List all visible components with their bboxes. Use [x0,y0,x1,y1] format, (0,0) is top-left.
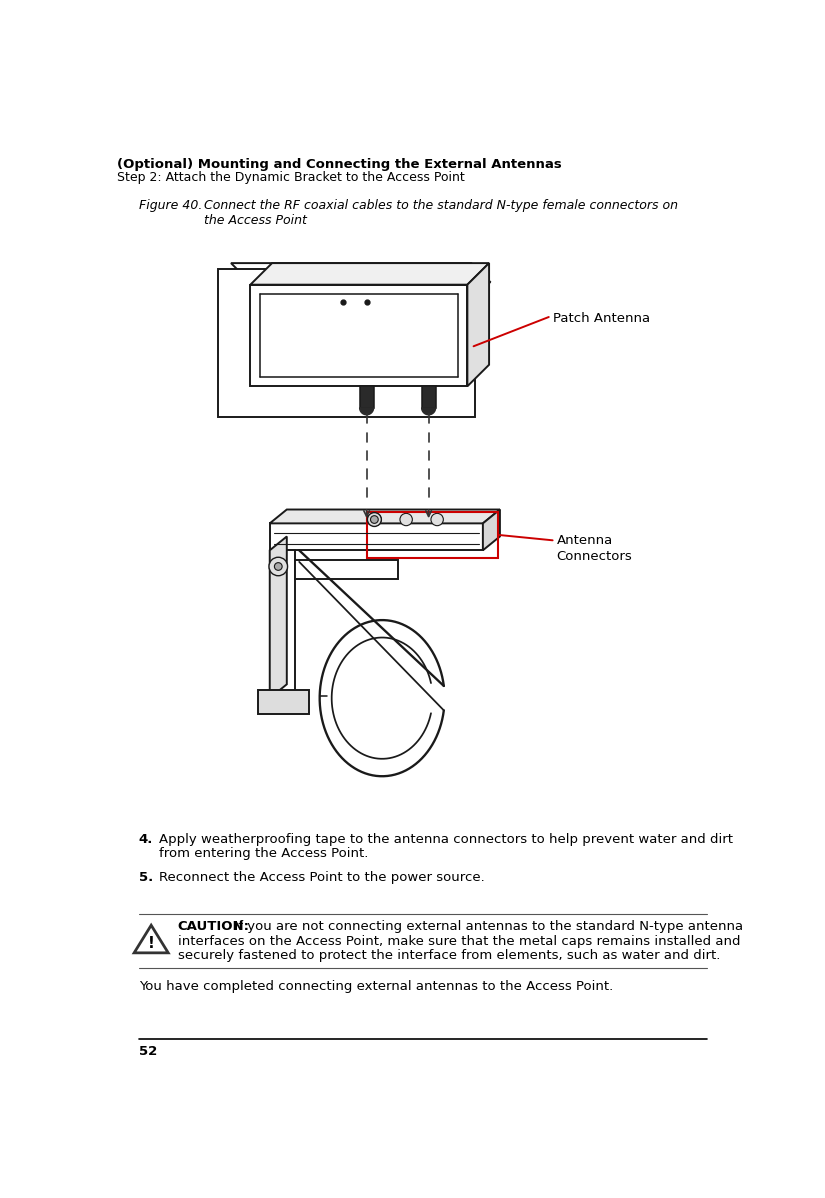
Polygon shape [422,386,436,407]
Polygon shape [483,509,500,550]
Polygon shape [270,550,295,698]
Text: Step 2: Attach the Dynamic Bracket to the Access Point: Step 2: Attach the Dynamic Bracket to th… [117,171,464,184]
Text: Antenna: Antenna [557,534,613,547]
Polygon shape [270,524,483,550]
Text: interfaces on the Access Point, make sure that the metal caps remains installed : interfaces on the Access Point, make sur… [177,934,740,948]
Circle shape [369,514,381,526]
Text: the Access Point: the Access Point [204,213,307,226]
Text: from entering the Access Point.: from entering the Access Point. [159,847,368,860]
Text: 5.: 5. [139,871,153,884]
Polygon shape [231,264,491,283]
Circle shape [431,514,443,526]
Text: Figure 40.: Figure 40. [139,199,202,212]
Text: You have completed connecting external antennas to the Access Point.: You have completed connecting external a… [139,980,613,993]
Circle shape [400,514,412,526]
Text: (Optional) Mounting and Connecting the External Antennas: (Optional) Mounting and Connecting the E… [117,158,562,170]
Text: 52: 52 [139,1045,157,1058]
Polygon shape [218,270,475,417]
Text: Connectors: Connectors [557,550,632,563]
Text: If you are not connecting external antennas to the standard N-type antenna: If you are not connecting external anten… [226,920,743,933]
Circle shape [367,513,381,526]
Polygon shape [270,509,500,524]
Text: CAUTION:: CAUTION: [177,920,249,933]
Text: !: ! [148,937,154,951]
Bar [366,512,498,558]
Circle shape [269,557,288,576]
Text: 4.: 4. [139,833,153,846]
Polygon shape [250,285,468,386]
Polygon shape [360,407,374,415]
Polygon shape [295,559,398,579]
Polygon shape [250,264,489,285]
Circle shape [275,563,282,570]
Text: Connect the RF coaxial cables to the standard N-type female connectors on: Connect the RF coaxial cables to the sta… [204,199,678,212]
Polygon shape [422,407,436,415]
Circle shape [370,515,378,524]
Text: securely fastened to protect the interface from elements, such as water and dirt: securely fastened to protect the interfa… [177,949,720,962]
Text: Apply weatherproofing tape to the antenna connectors to help prevent water and d: Apply weatherproofing tape to the antenn… [159,833,733,846]
Polygon shape [468,264,489,386]
Text: Patch Antenna: Patch Antenna [553,311,650,325]
Polygon shape [258,690,309,714]
Text: Reconnect the Access Point to the power source.: Reconnect the Access Point to the power … [159,871,484,884]
Polygon shape [360,386,374,407]
Polygon shape [270,537,287,698]
